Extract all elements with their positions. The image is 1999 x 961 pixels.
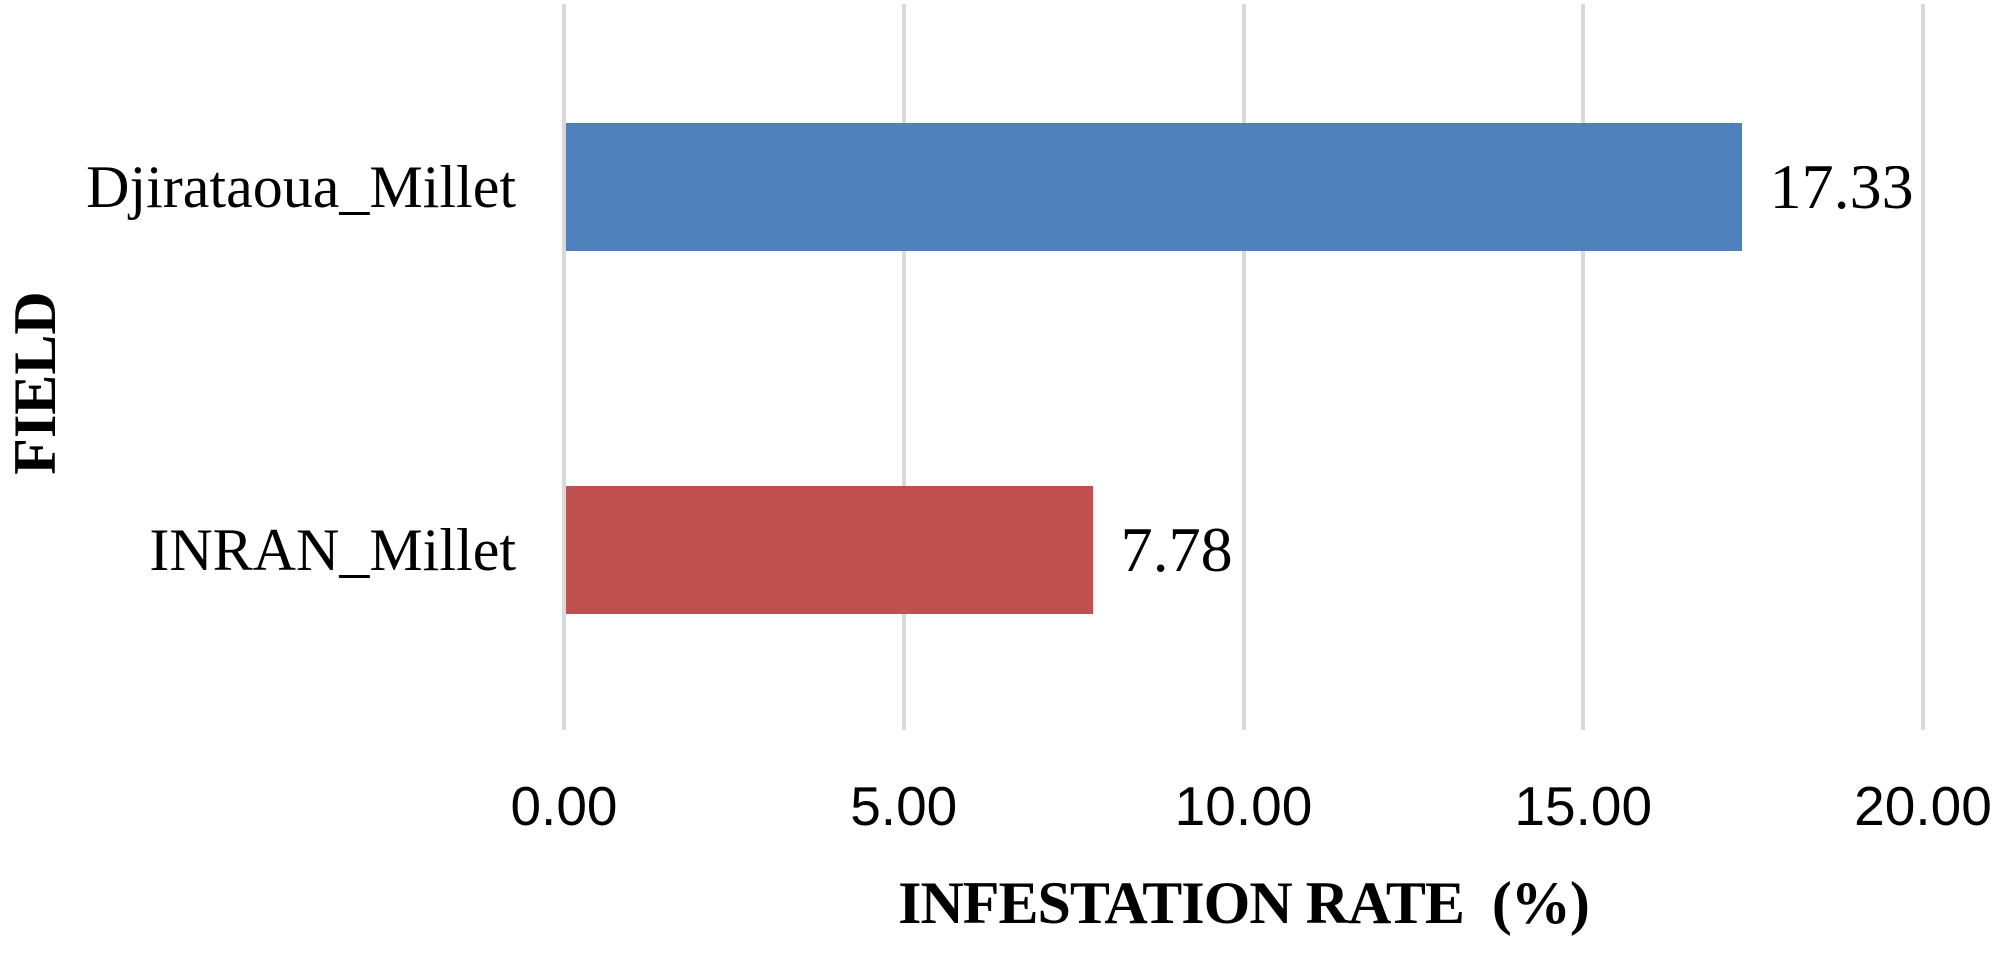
x-axis-title: INFESTATION RATE (%) xyxy=(898,870,1590,936)
gridline-x-0 xyxy=(562,4,566,730)
x-tick-label: 15.00 xyxy=(1514,775,1653,837)
gridline-x-15 xyxy=(1581,4,1586,730)
x-tick-label: 10.00 xyxy=(1174,775,1313,837)
y-axis-title: FIELD xyxy=(2,291,68,475)
category-label-inran-millet: INRAN_Millet xyxy=(149,517,516,583)
x-tick-label: 20.00 xyxy=(1854,775,1992,837)
value-label-inran-millet: 7.78 xyxy=(1120,514,1233,585)
category-label-djirataoua-millet: Djirataoua_Millet xyxy=(86,154,516,220)
gridline-x-10 xyxy=(1241,4,1246,730)
gridline-x-5 xyxy=(901,4,906,730)
bar-inran-millet xyxy=(566,486,1093,614)
x-tick-label: 5.00 xyxy=(850,775,958,837)
x-tick-label: 0.00 xyxy=(510,775,618,837)
bar-djirataoua-millet xyxy=(566,123,1742,251)
gridline-x-20 xyxy=(1921,4,1925,730)
value-label-djirataoua-millet: 17.33 xyxy=(1769,151,1914,222)
